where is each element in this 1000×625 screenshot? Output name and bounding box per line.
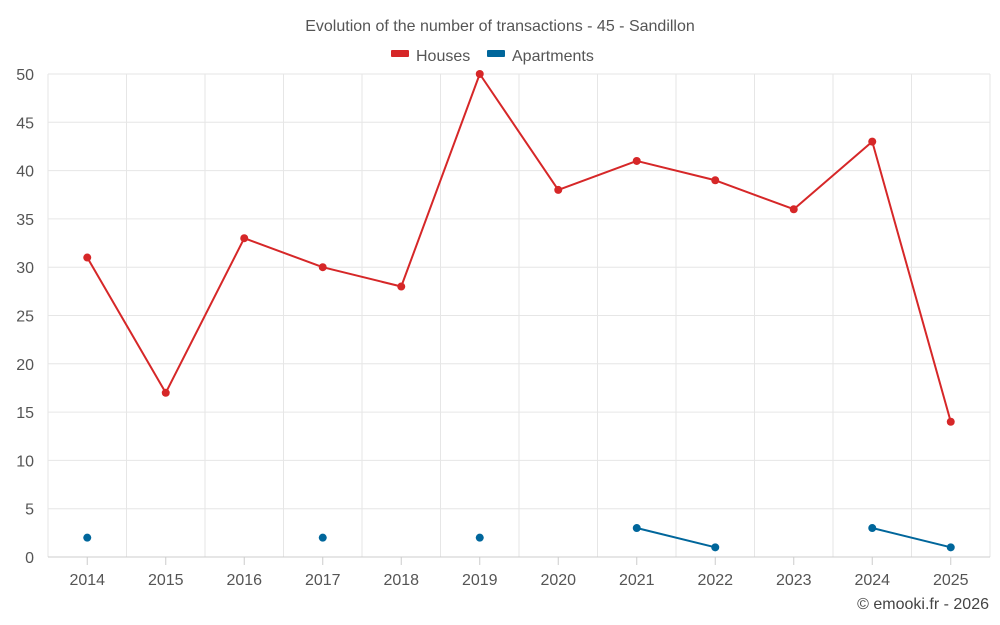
x-tick-label: 2023 [776, 572, 812, 589]
y-tick-label: 35 [16, 212, 34, 229]
y-tick-label: 45 [16, 115, 34, 132]
x-tick-label: 2020 [540, 572, 576, 589]
data-point-houses-2016[interactable] [240, 234, 249, 243]
y-tick-label: 50 [16, 67, 34, 84]
x-axis: 2014 2015 2016 2017 2018 2019 2020 2021 2022 2023… [48, 556, 990, 589]
data-point-apartments-2019[interactable] [475, 533, 484, 542]
y-tick-label: 30 [16, 260, 34, 277]
x-tick-label: 2019 [462, 572, 498, 589]
data-point-apartments-2021[interactable] [632, 524, 641, 533]
legend-item-apartments[interactable]: Apartments [487, 48, 594, 65]
y-axis: 0 5 10 15 20 25 30 35 40 45 50 [16, 67, 34, 567]
data-point-houses-2023[interactable] [789, 205, 798, 214]
y-tick-label: 20 [16, 357, 34, 374]
x-tick-label: 2016 [226, 572, 262, 589]
data-point-houses-2021[interactable] [632, 156, 641, 165]
data-point-houses-2024[interactable] [868, 137, 877, 146]
series-line-apartments [872, 527, 951, 549]
series [83, 70, 955, 552]
data-point-houses-2022[interactable] [711, 176, 720, 185]
chart-title: Evolution of the number of transactions … [305, 18, 695, 35]
y-tick-label: 15 [16, 405, 34, 422]
y-tick-label: 10 [16, 453, 34, 470]
x-tick-label: 2025 [933, 572, 969, 589]
data-point-apartments-2022[interactable] [711, 543, 720, 552]
x-tick-label: 2017 [305, 572, 341, 589]
x-tick-label: 2014 [69, 572, 105, 589]
series-line-houses [86, 73, 952, 423]
x-tick-label: 2015 [148, 572, 184, 589]
data-point-houses-2018[interactable] [397, 282, 406, 291]
data-point-apartments-2025[interactable] [946, 543, 955, 552]
x-tick-label: 2021 [619, 572, 655, 589]
data-point-apartments-2014[interactable] [83, 533, 92, 542]
data-point-houses-2020[interactable] [554, 185, 563, 194]
legend-swatch-apartments [487, 50, 505, 57]
data-point-houses-2015[interactable] [161, 388, 170, 397]
series-apartments [83, 524, 955, 552]
data-point-houses-2025[interactable] [946, 417, 955, 426]
data-point-houses-2019[interactable] [475, 70, 484, 78]
data-point-houses-2014[interactable] [83, 253, 92, 262]
y-tick-label: 40 [16, 164, 34, 181]
credit-text: © emooki.fr - 2026 [857, 596, 989, 613]
legend-label-apartments: Apartments [512, 48, 594, 65]
x-tick-label: 2022 [697, 572, 733, 589]
x-tick-label: 2018 [383, 572, 419, 589]
series-line-apartments [636, 527, 716, 549]
grid [47, 73, 991, 557]
series-houses [83, 70, 955, 426]
y-tick-label: 5 [25, 502, 34, 519]
data-point-apartments-2024[interactable] [868, 524, 877, 533]
legend-label-houses: Houses [416, 48, 470, 65]
legend-swatch-houses [391, 50, 409, 57]
legend-item-houses[interactable]: Houses [391, 48, 470, 65]
data-point-apartments-2017[interactable] [318, 533, 327, 542]
y-tick-label: 0 [25, 550, 34, 567]
y-tick-label: 25 [16, 309, 34, 326]
data-point-houses-2017[interactable] [318, 263, 327, 272]
x-tick-label: 2024 [854, 572, 890, 589]
legend: Houses Apartments [391, 48, 594, 65]
